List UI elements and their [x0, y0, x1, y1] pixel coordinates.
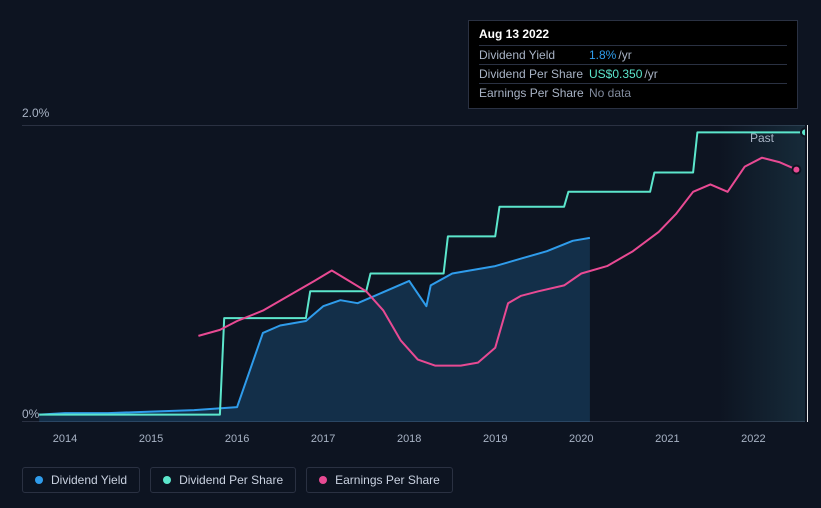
x-tick-label: 2022 [741, 433, 765, 445]
tooltip-vertical-line [807, 125, 808, 422]
legend-item-dividend-per-share[interactable]: Dividend Per Share [150, 467, 296, 493]
tooltip-row-value: 1.8%/yr [589, 48, 632, 62]
tooltip-row-label: Dividend Per Share [479, 67, 589, 81]
earnings_per_share-end-dot-icon [792, 166, 800, 174]
y-axis-max-label: 2.0% [22, 106, 49, 120]
tooltip-row-unit: /yr [644, 67, 657, 81]
tooltip-row: Dividend Yield1.8%/yr [479, 45, 787, 64]
chart-tooltip: Aug 13 2022 Dividend Yield1.8%/yrDividen… [468, 20, 798, 109]
legend-label: Dividend Yield [51, 473, 127, 487]
tooltip-row-label: Dividend Yield [479, 48, 589, 62]
x-tick-label: 2020 [569, 433, 593, 445]
past-label: Past [750, 131, 774, 145]
legend-dot-icon [163, 476, 171, 484]
tooltip-row-unit: /yr [618, 48, 631, 62]
tooltip-row: Dividend Per ShareUS$0.350/yr [479, 64, 787, 83]
x-tick-label: 2019 [483, 433, 507, 445]
x-tick-label: 2017 [311, 433, 335, 445]
x-tick-label: 2016 [225, 433, 249, 445]
chart-lines-svg [22, 125, 805, 422]
legend-item-earnings-per-share[interactable]: Earnings Per Share [306, 467, 453, 493]
dividend_per_share-end-dot-icon [801, 128, 805, 136]
legend: Dividend Yield Dividend Per Share Earnin… [22, 467, 453, 493]
tooltip-row-value: US$0.350/yr [589, 67, 658, 81]
legend-label: Earnings Per Share [335, 473, 440, 487]
legend-item-dividend-yield[interactable]: Dividend Yield [22, 467, 140, 493]
tooltip-date: Aug 13 2022 [479, 27, 787, 41]
x-tick-label: 2021 [655, 433, 679, 445]
tooltip-row: Earnings Per ShareNo data [479, 83, 787, 102]
tooltip-row-label: Earnings Per Share [479, 86, 589, 100]
x-axis: 2014 2015 2016 2017 2018 2019 2020 2021 2022 [22, 433, 805, 447]
x-tick-label: 2014 [53, 433, 77, 445]
legend-dot-icon [35, 476, 43, 484]
dividend-yield-area [39, 238, 590, 422]
legend-dot-icon [319, 476, 327, 484]
tooltip-row-value: No data [589, 86, 633, 100]
x-tick-label: 2018 [397, 433, 421, 445]
legend-label: Dividend Per Share [179, 473, 283, 487]
x-tick-label: 2015 [139, 433, 163, 445]
